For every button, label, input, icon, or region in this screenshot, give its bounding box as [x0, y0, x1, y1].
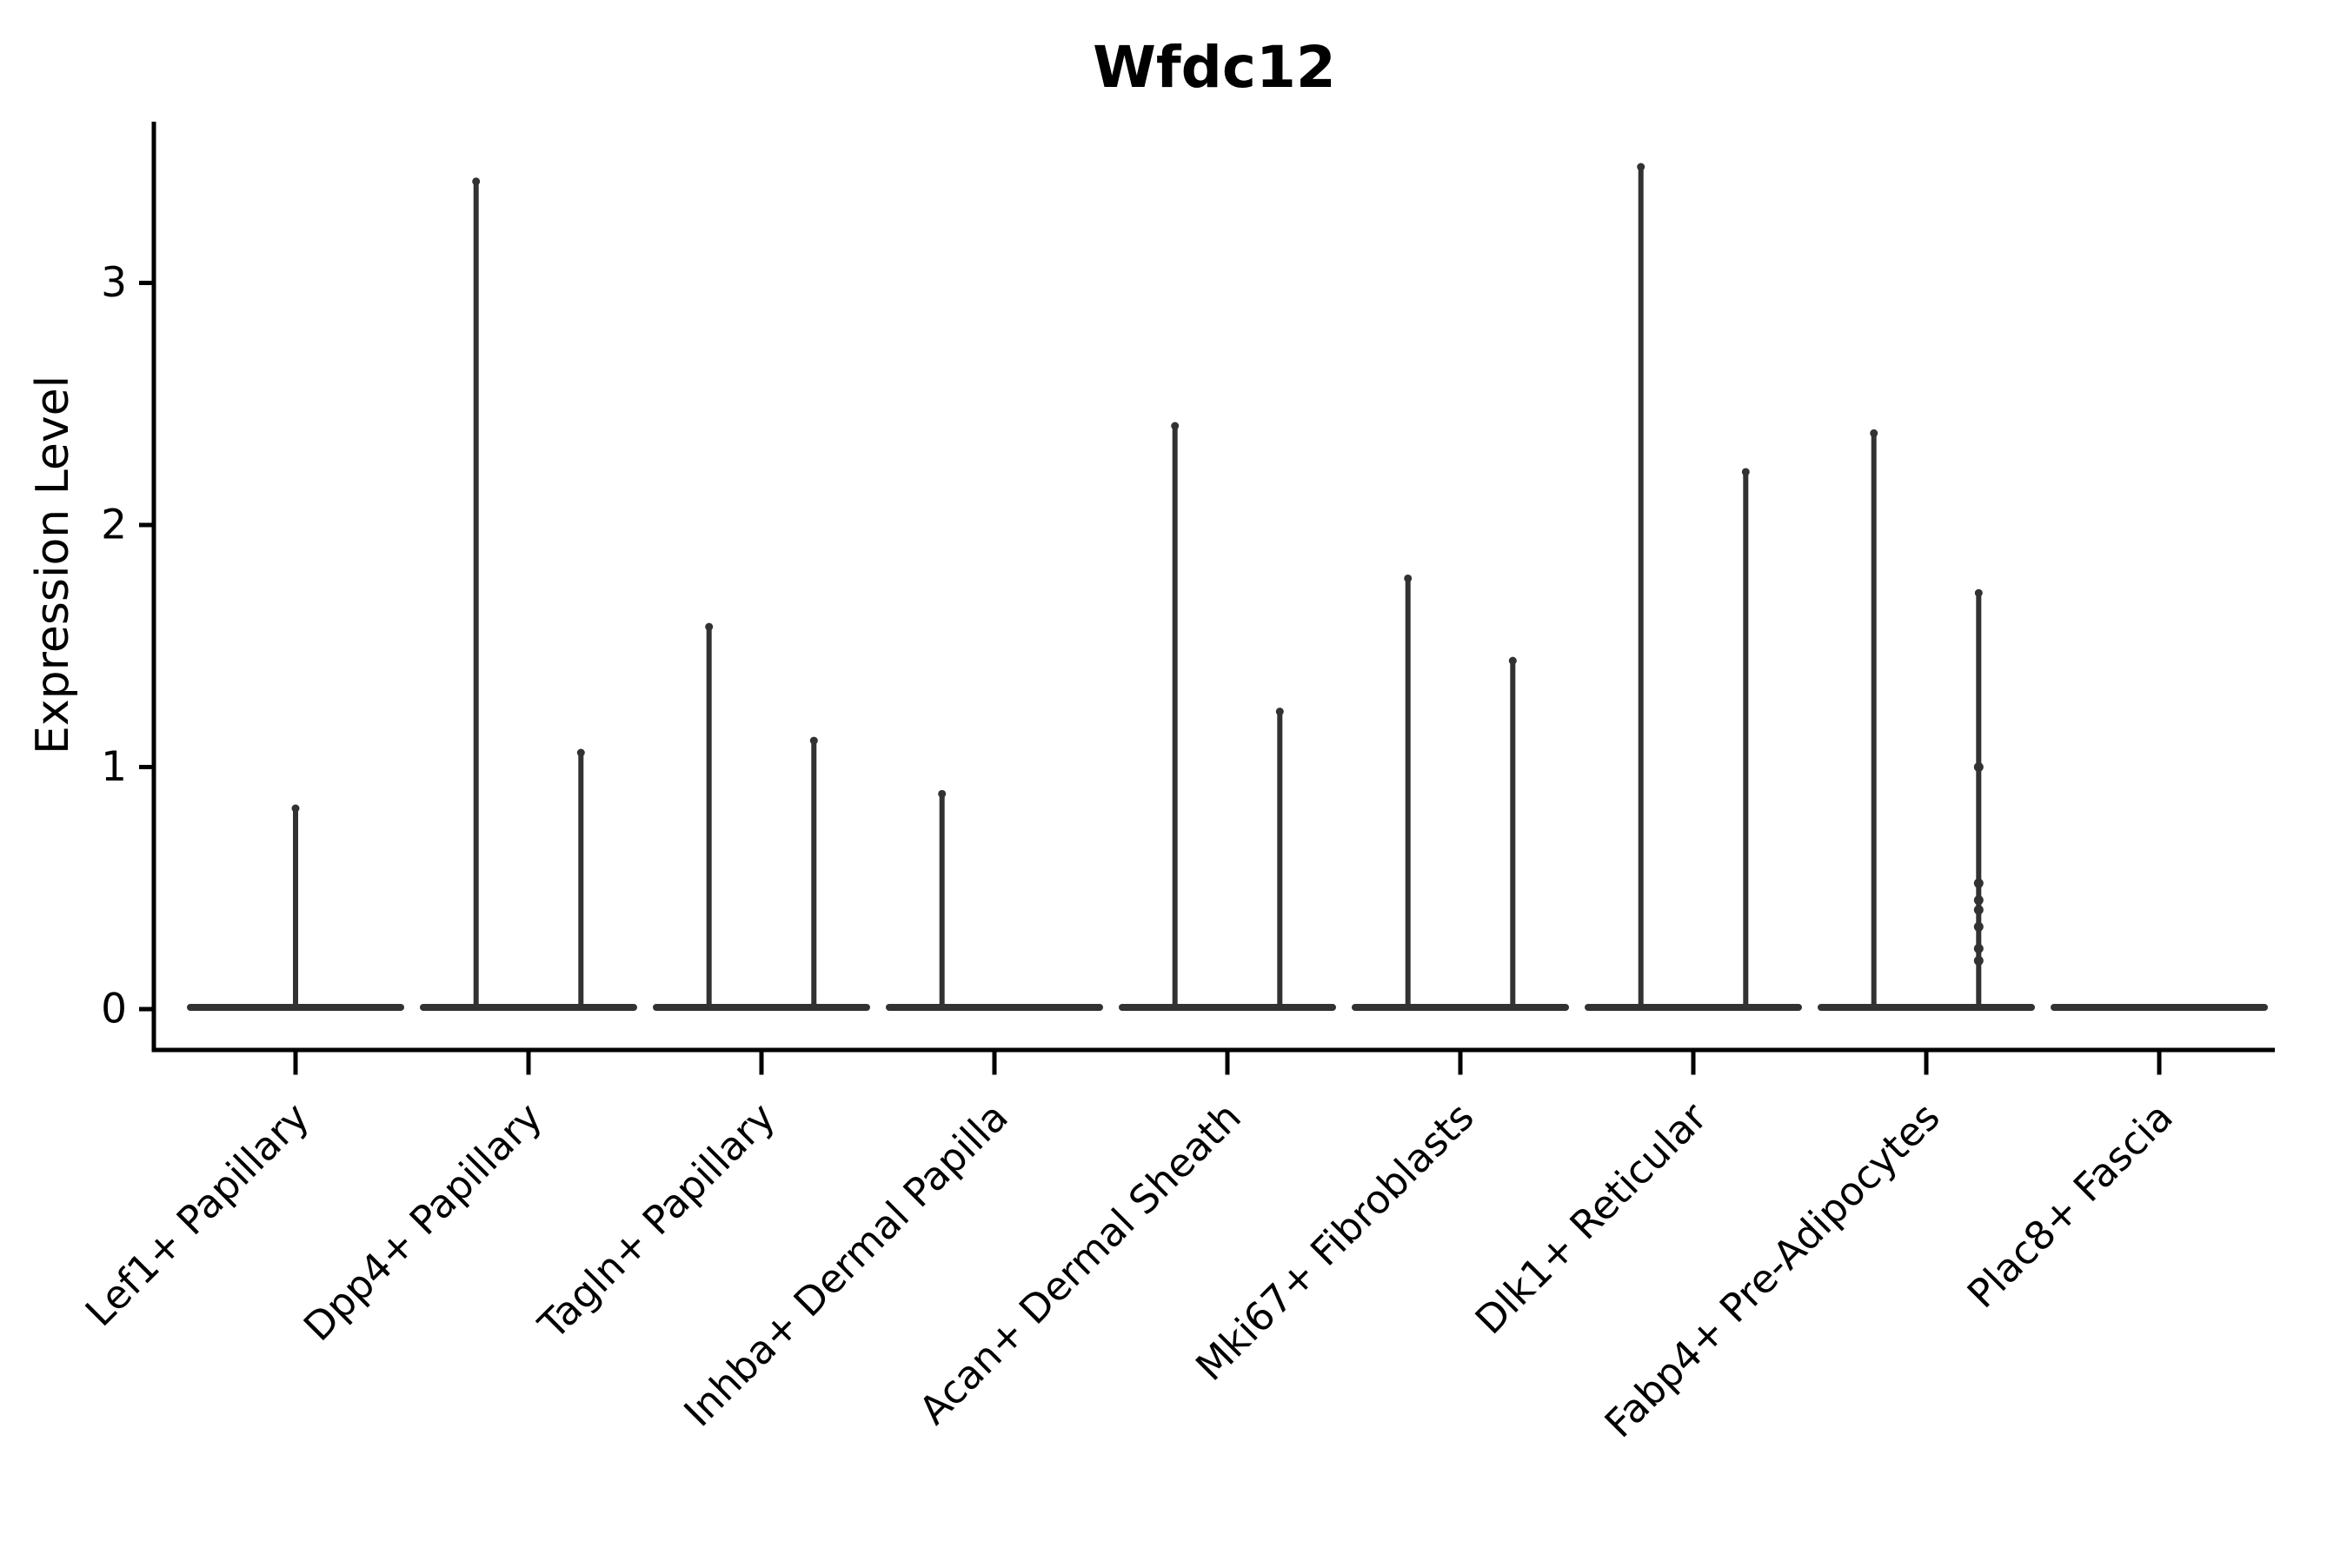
violin-group — [653, 622, 870, 1011]
violin-group — [886, 789, 1103, 1011]
violin-max-point — [705, 622, 714, 631]
violin-max-point — [1508, 656, 1517, 665]
violin-max-point — [1870, 429, 1878, 437]
violin-max-point — [1741, 468, 1750, 476]
violin-group — [187, 804, 404, 1011]
violin-max-point — [938, 789, 947, 798]
x-tick-label: Lef1+ Papillary — [76, 1093, 318, 1335]
violin-group — [1818, 429, 2035, 1011]
violin-group — [1119, 422, 1336, 1011]
expression-point — [1973, 905, 1984, 915]
y-tick-label: 3 — [101, 259, 127, 307]
y-axis-ticks: 0 1 2 3 — [101, 259, 154, 1033]
violin-max-point — [1974, 588, 1983, 597]
violin-group — [1352, 574, 1569, 1011]
violin-group — [420, 177, 637, 1011]
expression-point — [1973, 878, 1984, 888]
expression-point — [1973, 895, 1984, 906]
expression-point — [1973, 955, 1984, 966]
y-tick-label: 2 — [101, 502, 127, 549]
violin-max-point — [809, 736, 818, 745]
expression-point — [1973, 762, 1984, 772]
x-tick-label: Plac8+ Fascia — [1958, 1093, 2182, 1317]
y-tick-label: 1 — [101, 743, 127, 791]
violin-max-point — [472, 177, 481, 186]
violin-group — [1585, 163, 1802, 1011]
violin-max-point — [1171, 422, 1180, 430]
violin-max-point — [291, 804, 300, 813]
violin-max-point — [1637, 163, 1646, 171]
x-tick-label: Dlk1+ Reticular — [1466, 1093, 1716, 1343]
axes — [151, 122, 2275, 1053]
chart-title: Wfdc12 — [1093, 34, 1336, 101]
violin-max-point — [1275, 708, 1284, 716]
x-tick-label: Dpp4+ Papillary — [295, 1093, 551, 1350]
expression-point — [1973, 921, 1984, 932]
violin-max-point — [576, 748, 585, 757]
y-tick-label: 0 — [101, 986, 127, 1033]
x-tick-label: Tagln+ Papillary — [529, 1093, 784, 1348]
y-axis-label: Expression Level — [27, 375, 79, 754]
expression-point — [1973, 943, 1984, 953]
violin-max-point — [1404, 574, 1413, 582]
violins — [187, 163, 2268, 1011]
